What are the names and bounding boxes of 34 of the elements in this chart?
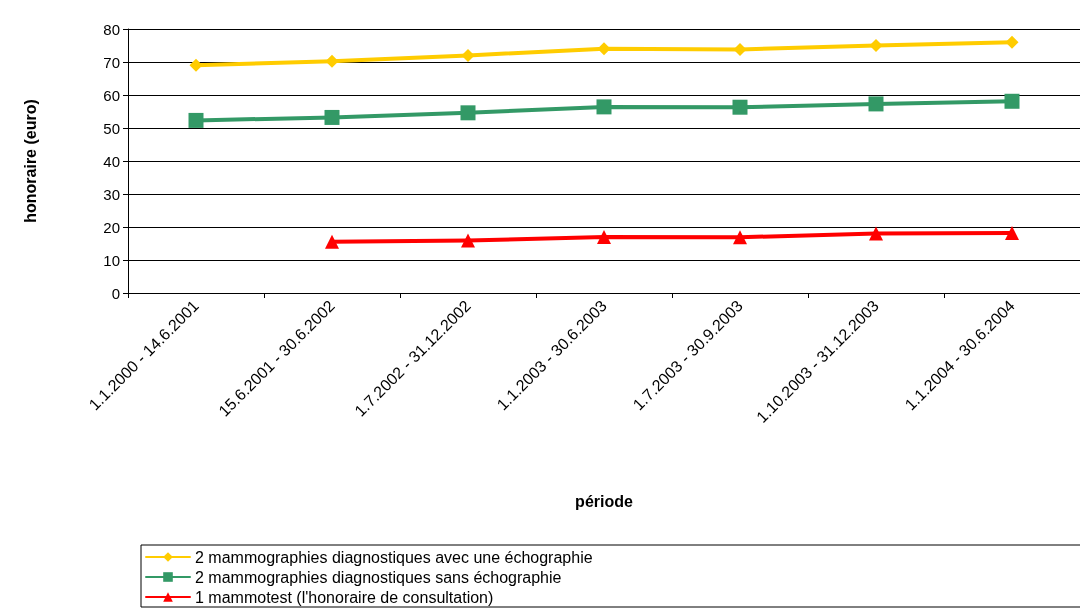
point [325,54,339,68]
point [732,99,748,115]
point [869,226,883,241]
y-tick-label: 50 [103,119,120,137]
y-tick-label: 20 [103,218,120,236]
point [596,99,612,115]
y-tick-label: 60 [103,86,120,104]
point [733,42,747,56]
point [189,58,203,72]
y-tick-label: 80 [103,20,120,38]
y-axis-title: honoraire (euro) [21,99,39,223]
point [868,96,884,112]
point [733,230,747,245]
y-tick-label: 0 [111,284,120,302]
legend-label: 2 mammographies diagnostiques sans échographie [195,568,562,586]
point [597,42,611,56]
point [460,105,476,121]
point [188,112,204,128]
y-tick-label: 40 [103,152,120,170]
point [325,234,339,249]
point [461,233,475,248]
point [597,229,611,244]
point [324,109,340,125]
y-tick-label: 70 [103,53,120,71]
y-tick-label: 30 [103,185,120,203]
x-axis-title: période [575,492,633,510]
point [1005,35,1019,49]
y-tick-label: 10 [103,251,120,269]
point [869,39,883,52]
legend-label: 2 mammographies diagnostiques avec une échographie [195,548,593,566]
point [1004,93,1020,109]
point [461,48,475,62]
point [1005,225,1019,240]
legend-label: 1 mammotest (l'honoraire de consultation) [195,588,494,606]
